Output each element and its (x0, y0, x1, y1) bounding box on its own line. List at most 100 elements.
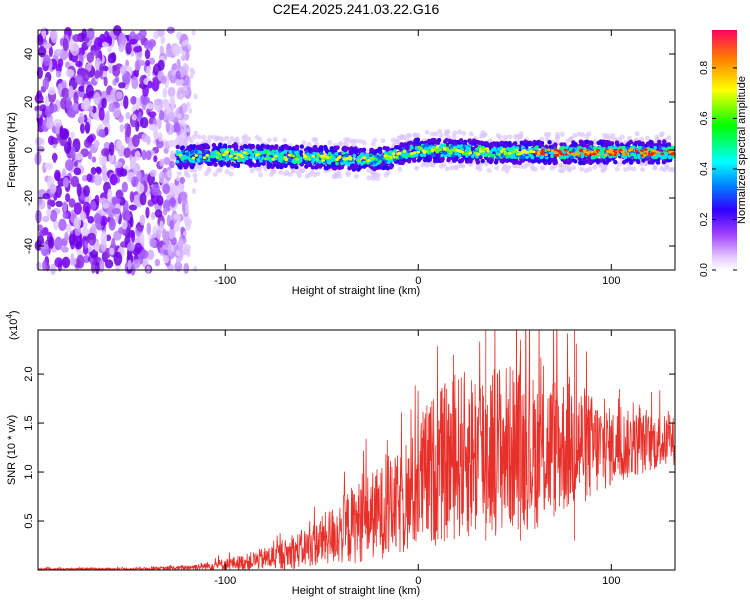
noise-blob (87, 232, 97, 246)
noise-blob (89, 200, 97, 211)
track-halo (546, 131, 552, 137)
track-halo (278, 169, 284, 175)
track-hotspot (609, 153, 613, 157)
track-halo (313, 137, 319, 143)
spectrogram-xlabel: Height of straight line (km) (292, 285, 420, 297)
track-band (363, 163, 368, 168)
track-band (395, 145, 400, 150)
noise-blob (70, 175, 80, 188)
track-hotspot (499, 150, 504, 153)
noise-blob (103, 76, 108, 87)
noise-blob (73, 167, 82, 176)
noise-blob (153, 155, 158, 163)
track-hotspot (395, 155, 399, 159)
track-halo (272, 137, 278, 143)
track-halo (201, 134, 207, 140)
track-core (342, 160, 347, 165)
noise-blob (145, 59, 151, 67)
track-hotspot (307, 157, 312, 161)
track-core (175, 159, 180, 164)
track-hotspot (367, 159, 371, 162)
track-hotspot (412, 151, 417, 155)
track-hotspot (239, 153, 243, 157)
track-halo (176, 171, 182, 177)
noise-blob (75, 60, 83, 67)
track-band (279, 164, 284, 170)
track-hotspot (205, 153, 210, 157)
noise-blob (117, 114, 124, 123)
noise-blob (140, 249, 149, 259)
noise-blob (179, 191, 188, 201)
track-halo (563, 164, 569, 170)
track-hotspot (546, 148, 551, 152)
track-hotspot (510, 150, 515, 154)
noise-blob (129, 38, 138, 45)
track-band (614, 140, 620, 145)
noise-blob (159, 110, 165, 121)
noise-blob (124, 211, 131, 222)
track-band (439, 158, 445, 163)
track-core (454, 151, 458, 156)
track-core (632, 152, 637, 157)
track-hotspot (652, 149, 657, 153)
track-halo (254, 134, 260, 140)
track-hotspot (402, 150, 407, 153)
noise-blob (64, 231, 69, 242)
track-core (340, 161, 344, 166)
track-band (352, 164, 357, 170)
noise-blob (40, 243, 49, 250)
track-halo (306, 141, 312, 147)
track-hotspot (266, 152, 271, 156)
track-halo (327, 139, 333, 145)
track-hotspot (224, 150, 229, 154)
snr-ylabel: SNR (10 * v/v) (6, 415, 18, 485)
track-halo (191, 134, 197, 140)
track-band (599, 158, 604, 163)
noise-blob (55, 200, 63, 208)
noise-blob (38, 230, 46, 237)
track-core (488, 152, 493, 157)
noise-blob (43, 54, 51, 67)
track-core (587, 146, 592, 150)
track-hotspot (622, 153, 626, 156)
noise-blob (101, 148, 110, 157)
track-core (492, 146, 497, 151)
noise-blob (45, 119, 54, 130)
track-hotspot (338, 155, 342, 158)
track-hotspot (421, 149, 426, 153)
track-band (436, 137, 442, 143)
track-hotspot (222, 153, 226, 157)
track-band (206, 161, 211, 167)
track-core (534, 146, 538, 151)
track-hotspot (242, 151, 247, 154)
track-band (553, 160, 558, 165)
track-core (230, 151, 234, 155)
track-core (539, 155, 543, 160)
track-hotspot (570, 152, 575, 156)
track-band (211, 142, 217, 148)
noise-blob (68, 233, 76, 246)
track-core (593, 154, 598, 159)
track-band (641, 158, 646, 163)
track-core (489, 150, 493, 154)
noise-blob (98, 106, 105, 121)
track-hotspot (625, 152, 630, 155)
track-core (365, 153, 370, 158)
track-hotspot (216, 151, 220, 154)
noise-blob (99, 197, 108, 205)
track-core (267, 157, 272, 161)
track-band (499, 140, 504, 146)
track-band (526, 141, 532, 147)
track-core (203, 149, 208, 154)
track-halo (640, 167, 646, 173)
noise-blob (61, 87, 70, 99)
noise-blob (93, 174, 103, 186)
track-halo (576, 131, 582, 137)
track-core (508, 148, 512, 153)
track-core (512, 145, 516, 150)
noise-blob (73, 91, 79, 105)
noise-blob (145, 206, 150, 219)
track-hotspot (603, 153, 608, 157)
track-hotspot (322, 153, 327, 157)
track-halo (395, 138, 401, 144)
